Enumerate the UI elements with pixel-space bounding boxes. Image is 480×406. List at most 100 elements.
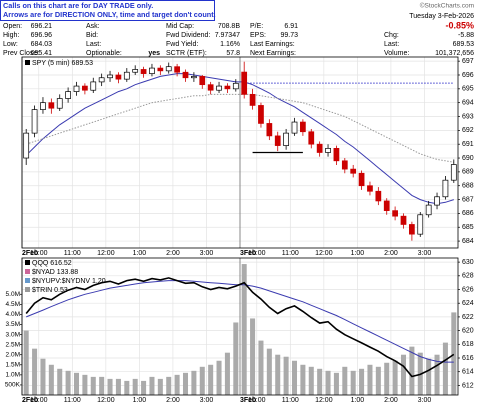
volume-bar: [23, 330, 29, 395]
y-tick-label: 684: [462, 238, 474, 245]
volume-bar: [308, 366, 314, 395]
y-tick-label: 622: [462, 314, 474, 321]
x-tick-label: 1:00: [351, 397, 365, 404]
x-tick-label: 1:00: [351, 250, 365, 257]
quote-label: Chg:: [384, 32, 399, 39]
x-tick-label: 1:00: [133, 250, 147, 257]
y-tick-label: 696: [462, 72, 474, 79]
candle-body: [23, 132, 30, 159]
volume-bar: [48, 364, 54, 395]
legend-swatch: [25, 269, 30, 274]
candle-body: [216, 85, 222, 91]
volume-bar: [216, 360, 222, 395]
volume-bar: [73, 372, 80, 395]
x-tick-label: 2:00: [384, 250, 398, 257]
candle-body: [425, 204, 432, 216]
y2-tick-label: 3.0M: [6, 331, 20, 338]
volume-bar: [325, 370, 331, 395]
candle-body: [140, 69, 147, 74]
candle-body: [31, 109, 38, 134]
candle-body: [283, 132, 289, 146]
volume-bar: [157, 378, 163, 395]
volume-bar: [275, 354, 281, 395]
x-tick-label: 10:00: [30, 397, 48, 404]
volume-bar: [317, 368, 323, 395]
y-tick-label: 624: [462, 300, 474, 307]
volume-bar: [99, 376, 105, 395]
quote-label: P/E:: [250, 23, 263, 30]
price-line: [25, 277, 455, 378]
candle-body: [40, 102, 46, 110]
volume-bar: [107, 378, 113, 395]
volume-bar: [384, 362, 390, 395]
moving-average: [26, 93, 454, 163]
quote-label: Fwd Yield:: [166, 41, 198, 48]
candle-body: [358, 172, 365, 187]
x-tick-label: 10:00: [248, 397, 266, 404]
change-pct: -0.85%: [445, 20, 474, 30]
y-tick-label: 689: [462, 169, 474, 176]
volume-bar: [40, 358, 46, 395]
notice-line: Arrows are for DIRECTION ONLY, time and …: [3, 10, 216, 19]
x-tick-label: 10:00: [30, 250, 48, 257]
candle-body: [149, 67, 155, 74]
x-tick-label: 11:00: [282, 250, 299, 257]
y2-tick-label: 4.5M: [6, 301, 20, 308]
volume-bar: [57, 368, 63, 395]
plot-frame: [21, 257, 459, 396]
candle-body: [266, 123, 273, 137]
candle-body: [249, 94, 256, 106]
candle-body: [375, 190, 382, 202]
quote-value: yes: [148, 50, 160, 57]
legend-label: SPY (5 min) 689.53: [32, 60, 93, 67]
y2-tick-label: 3.5M: [6, 321, 20, 328]
x-tick-label: 3:00: [200, 397, 214, 404]
volume-bar: [174, 374, 180, 395]
quote-label: High:: [3, 32, 19, 39]
quote-value: -5.88: [458, 32, 474, 39]
quote-value: 684.03: [31, 41, 53, 48]
y-tick-label: 626: [462, 286, 474, 293]
quote-value: 6.91: [284, 23, 298, 30]
notice-line: Calls on this chart are for DAY TRADE on…: [3, 1, 153, 10]
notice-box: [0, 0, 215, 21]
volume-bar: [224, 352, 230, 395]
quote-value: 689.53: [453, 41, 475, 48]
legend-swatch: [25, 60, 30, 65]
volume-bar: [82, 374, 88, 395]
x-tick-label: 2Feb: [22, 250, 38, 257]
legend-swatch: [25, 260, 30, 265]
legend-label: $NYUPV:$NYDNV 1.20: [32, 278, 106, 285]
volume-bar: [65, 370, 71, 395]
y2-tick-label: 2.5M: [6, 341, 20, 348]
candle-body: [241, 71, 248, 95]
candle-body: [98, 77, 105, 83]
volume-bar: [141, 380, 147, 395]
x-tick-label: 3:00: [418, 250, 432, 257]
x-tick-label: 11:00: [64, 397, 81, 404]
candle-body: [274, 135, 281, 146]
volume-bar: [191, 370, 197, 395]
moving-average: [25, 73, 454, 205]
quote-label: Last:: [86, 41, 101, 48]
volume-bar: [451, 312, 457, 395]
y-tick-label: 690: [462, 155, 474, 162]
y-tick-label: 694: [462, 100, 474, 107]
volume-bar: [182, 372, 189, 395]
volume-bar: [115, 378, 121, 395]
candle-body: [56, 98, 63, 109]
y2-tick-label: 5.0M: [6, 291, 20, 298]
quote-label: EPS:: [250, 32, 266, 39]
candle-body: [224, 85, 231, 90]
volume-bar: [258, 340, 264, 395]
candle-body: [73, 85, 80, 92]
candle-body: [300, 121, 306, 133]
x-tick-label: 3:00: [418, 397, 432, 404]
volume-bar: [409, 346, 415, 395]
volume-bar: [241, 264, 247, 395]
volume-bar: [426, 358, 432, 395]
date: Tuesday 3-Feb-2026: [409, 13, 474, 20]
candle-body: [392, 210, 398, 217]
y-tick-label: 630: [462, 259, 474, 266]
